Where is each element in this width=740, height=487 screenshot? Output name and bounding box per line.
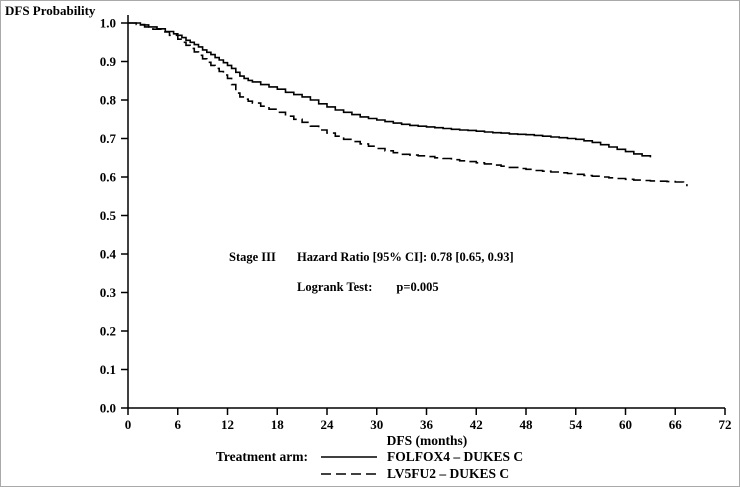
x-tick-label: 12 <box>221 417 234 432</box>
y-tick-label: 0.3 <box>100 285 117 300</box>
x-tick-label: 60 <box>619 417 632 432</box>
x-tick-label: 66 <box>669 417 683 432</box>
series-curve-solid <box>128 22 652 158</box>
y-tick-label: 0.7 <box>100 131 117 146</box>
x-axis-title: DFS (months) <box>386 433 468 448</box>
x-tick-label: 24 <box>321 417 335 432</box>
y-tick-label: 0.4 <box>100 247 117 262</box>
stage-label: Stage III <box>229 250 276 264</box>
hazard-ratio-text: Hazard Ratio [95% CI]: 0.78 [0.65, 0.93] <box>297 250 514 264</box>
x-tick-label: 30 <box>370 417 383 432</box>
x-tick-label: 36 <box>420 417 434 432</box>
y-tick-label: 0.6 <box>100 170 117 185</box>
y-tick-label: 1.0 <box>100 16 116 31</box>
y-tick-label: 0.1 <box>100 362 116 377</box>
legend-title: Treatment arm: <box>215 449 308 464</box>
x-tick-label: 42 <box>470 417 483 432</box>
legend-item-lv5fu2: LV5FU2 – DUKES C <box>1 465 739 482</box>
y-tick-label: 0.9 <box>100 54 117 69</box>
logrank-value: p=0.005 <box>396 280 439 294</box>
y-tick-label: 0.5 <box>100 208 117 223</box>
legend-line-solid-sample <box>321 455 377 458</box>
x-tick-label: 18 <box>271 417 285 432</box>
legend-item-folfox4: FOLFOX4 – DUKES C <box>1 448 739 465</box>
logrank-label: Logrank Test: <box>297 280 373 294</box>
y-tick-label: 0.8 <box>100 93 117 108</box>
y-axis-title: DFS Probability <box>5 3 96 18</box>
x-tick-label: 54 <box>569 417 583 432</box>
x-tick-label: 48 <box>520 417 534 432</box>
x-tick-label: 72 <box>719 417 732 432</box>
logrank-line: Logrank Test: p=0.005 <box>297 280 439 295</box>
x-tick-label: 0 <box>125 417 132 432</box>
legend-label-folfox4: FOLFOX4 – DUKES C <box>387 448 524 464</box>
y-tick-label: 0.2 <box>100 324 116 339</box>
legend-line-dashed-sample <box>321 472 377 475</box>
legend-label-lv5fu2: LV5FU2 – DUKES C <box>387 465 510 481</box>
x-tick-label: 6 <box>175 417 182 432</box>
y-tick-label: 0.0 <box>100 401 116 416</box>
series-curve-dashed <box>128 22 688 187</box>
